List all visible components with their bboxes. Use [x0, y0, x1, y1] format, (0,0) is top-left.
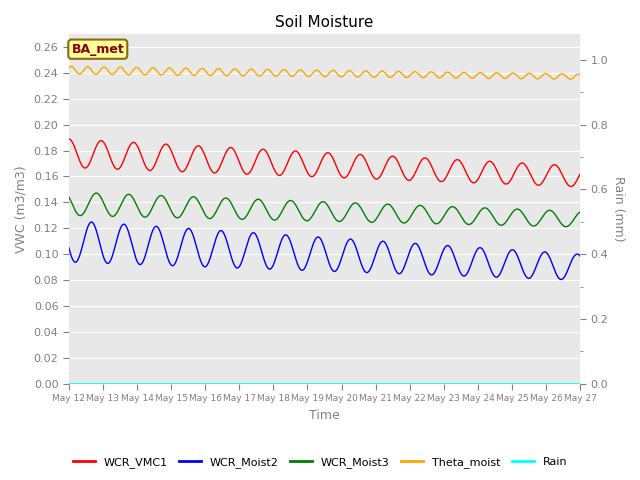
Theta_moist — [314, 68, 321, 73]
Theta_moist — [566, 76, 574, 82]
Rain — [561, 381, 569, 387]
Theta_moist — [65, 65, 73, 71]
Y-axis label: VWC (m3/m3): VWC (m3/m3) — [15, 165, 28, 252]
WCR_VMC1 — [314, 167, 321, 173]
X-axis label: Time: Time — [309, 409, 340, 422]
WCR_VMC1 — [561, 178, 569, 183]
Rain — [468, 381, 476, 387]
Theta_moist — [300, 70, 308, 76]
Rain — [314, 381, 321, 387]
WCR_Moist2 — [92, 224, 99, 230]
WCR_Moist3 — [314, 204, 321, 209]
Line: WCR_Moist2: WCR_Moist2 — [69, 222, 580, 279]
WCR_VMC1 — [91, 147, 99, 153]
WCR_Moist3 — [561, 224, 569, 229]
Line: WCR_VMC1: WCR_VMC1 — [69, 139, 580, 187]
Line: Theta_moist: Theta_moist — [69, 66, 580, 79]
Theta_moist — [67, 63, 75, 69]
WCR_Moist3 — [563, 224, 570, 229]
Rain — [300, 381, 308, 387]
Line: WCR_Moist3: WCR_Moist3 — [69, 193, 580, 227]
Theta_moist — [561, 73, 569, 79]
WCR_Moist2 — [577, 253, 584, 259]
WCR_Moist2 — [88, 219, 95, 225]
WCR_VMC1 — [577, 171, 584, 177]
WCR_Moist2 — [557, 276, 565, 282]
Rain — [65, 381, 73, 387]
Rain — [561, 381, 569, 387]
WCR_Moist2 — [562, 272, 570, 278]
WCR_Moist3 — [577, 209, 584, 215]
Legend: WCR_VMC1, WCR_Moist2, WCR_Moist3, Theta_moist, Rain: WCR_VMC1, WCR_Moist2, WCR_Moist3, Theta_… — [68, 452, 572, 472]
WCR_Moist3 — [65, 194, 73, 200]
Title: Soil Moisture: Soil Moisture — [275, 15, 374, 30]
Rain — [577, 381, 584, 387]
Y-axis label: Rain (mm): Rain (mm) — [612, 176, 625, 242]
WCR_VMC1 — [468, 179, 476, 185]
Theta_moist — [577, 72, 584, 77]
Rain — [91, 381, 99, 387]
WCR_VMC1 — [65, 136, 73, 142]
WCR_VMC1 — [300, 162, 308, 168]
WCR_Moist3 — [91, 191, 99, 196]
WCR_Moist3 — [92, 190, 100, 196]
WCR_Moist3 — [562, 224, 570, 229]
WCR_VMC1 — [561, 178, 569, 184]
WCR_Moist3 — [468, 220, 476, 226]
WCR_Moist2 — [468, 260, 476, 265]
WCR_Moist2 — [300, 266, 308, 272]
WCR_VMC1 — [567, 184, 575, 190]
Text: BA_met: BA_met — [72, 43, 124, 56]
WCR_Moist2 — [65, 245, 73, 251]
Theta_moist — [468, 75, 476, 81]
WCR_Moist3 — [300, 216, 308, 222]
Theta_moist — [92, 72, 99, 77]
WCR_Moist2 — [562, 272, 570, 277]
WCR_Moist2 — [314, 234, 321, 240]
Theta_moist — [562, 73, 570, 79]
